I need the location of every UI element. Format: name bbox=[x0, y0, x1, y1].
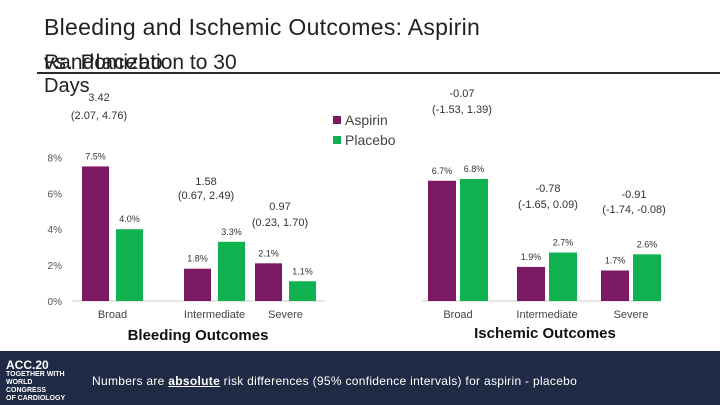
data-label-ischemic-placebo: 2.6% bbox=[637, 239, 658, 249]
legend-label-aspirin: Aspirin bbox=[345, 112, 388, 128]
legend-item-aspirin: Aspirin bbox=[333, 110, 396, 130]
risk-difference-bleeding: 0.97 bbox=[269, 201, 290, 213]
bar-ischemic-placebo bbox=[549, 252, 577, 301]
footnote-post: risk differences (95% confidence interva… bbox=[220, 374, 578, 388]
y-tick-label: 2% bbox=[48, 261, 63, 272]
slide-subtitle-days: Days bbox=[44, 75, 90, 97]
risk-difference-bleeding: 3.42 bbox=[88, 92, 109, 104]
data-label-bleeding-aspirin: 2.1% bbox=[258, 248, 279, 258]
title-divider bbox=[37, 72, 720, 74]
group-title-ischemic: Ischemic Outcomes bbox=[474, 325, 616, 342]
risk-difference-ci-ischemic: (-1.65, 0.09) bbox=[518, 199, 578, 211]
bar-bleeding-aspirin bbox=[184, 268, 211, 301]
category-label-ischemic: Intermediate bbox=[516, 309, 577, 321]
slide-subtitle-vs-placebo: vs. Placebo bbox=[44, 51, 164, 74]
y-tick-label: 0% bbox=[48, 297, 63, 308]
risk-difference-ischemic: -0.07 bbox=[449, 88, 474, 100]
footer-bar: ACC.20 TOGETHER WITH WORLD CONGRESS OF C… bbox=[0, 351, 720, 405]
legend-item-placebo: Placebo bbox=[333, 130, 396, 150]
risk-difference-bleeding: 1.58 bbox=[195, 176, 216, 188]
bar-ischemic-aspirin bbox=[601, 270, 629, 301]
y-tick-label: 6% bbox=[48, 189, 63, 200]
footnote-absolute: absolute bbox=[168, 374, 221, 388]
data-label-ischemic-aspirin: 1.9% bbox=[521, 252, 542, 262]
risk-difference-ci-bleeding: (2.07, 4.76) bbox=[71, 110, 127, 122]
footnote-pre: Numbers are bbox=[92, 374, 169, 388]
slide-title: Bleeding and Ischemic Outcomes: Aspirin bbox=[44, 14, 481, 40]
bar-ischemic-placebo bbox=[460, 178, 488, 301]
logo-world-congress: WORLD CONGRESS bbox=[6, 379, 47, 394]
group-title-bleeding: Bleeding Outcomes bbox=[128, 327, 269, 344]
bar-bleeding-placebo bbox=[116, 229, 143, 301]
bar-bleeding-aspirin bbox=[255, 263, 282, 301]
data-label-ischemic-aspirin: 1.7% bbox=[605, 255, 626, 265]
bar-bleeding-placebo bbox=[218, 241, 245, 301]
logo-together-with: TOGETHER WITH bbox=[6, 371, 65, 378]
bar-bleeding-placebo bbox=[289, 281, 316, 301]
category-label-bleeding: Broad bbox=[98, 309, 127, 321]
data-label-ischemic-placebo: 2.7% bbox=[553, 238, 574, 248]
legend-label-placebo: Placebo bbox=[345, 132, 396, 148]
bar-ischemic-aspirin bbox=[428, 180, 456, 301]
data-label-bleeding-placebo: 3.3% bbox=[221, 227, 242, 237]
data-label-ischemic-placebo: 6.8% bbox=[464, 164, 485, 174]
footnote: Numbers are absolute risk differences (9… bbox=[92, 374, 577, 388]
logo-acc20: ACC.20 bbox=[6, 358, 49, 372]
risk-difference-ci-ischemic: (-1.74, -0.08) bbox=[602, 204, 666, 216]
data-label-bleeding-aspirin: 7.5% bbox=[85, 151, 106, 161]
category-label-ischemic: Severe bbox=[614, 309, 649, 321]
y-tick-label: 4% bbox=[48, 225, 63, 236]
outcomes-bar-chart: 0% 2% 4% 6% 8% 7.5% 4.0% Broad 1.8% 3.3% Intermedi… bbox=[48, 88, 666, 344]
category-label-bleeding: Intermediate bbox=[184, 309, 245, 321]
slide-subtitle-randomization: Randomization to 30 bbox=[44, 51, 237, 74]
legend-swatch-aspirin bbox=[333, 116, 341, 124]
risk-difference-ischemic: -0.91 bbox=[621, 189, 646, 201]
bar-ischemic-placebo bbox=[633, 254, 661, 301]
data-label-bleeding-placebo: 1.1% bbox=[292, 266, 313, 276]
risk-difference-ischemic: -0.78 bbox=[535, 183, 560, 195]
acc20-wcc-logo: ACC.20 TOGETHER WITH WORLD CONGRESS OF C… bbox=[6, 359, 66, 403]
bar-ischemic-aspirin bbox=[517, 266, 545, 301]
category-label-ischemic: Broad bbox=[443, 309, 472, 321]
data-label-bleeding-aspirin: 1.8% bbox=[187, 254, 208, 264]
category-label-bleeding: Severe bbox=[268, 309, 303, 321]
data-label-ischemic-aspirin: 6.7% bbox=[432, 166, 453, 176]
risk-difference-ci-bleeding: (0.67, 2.49) bbox=[178, 190, 234, 202]
y-tick-label: 8% bbox=[48, 153, 63, 164]
data-label-bleeding-placebo: 4.0% bbox=[119, 214, 140, 224]
risk-difference-ci-ischemic: (-1.53, 1.39) bbox=[432, 104, 492, 116]
risk-difference-ci-bleeding: (0.23, 1.70) bbox=[252, 217, 308, 229]
legend-swatch-placebo bbox=[333, 136, 341, 144]
bar-bleeding-aspirin bbox=[82, 166, 109, 301]
chart-legend: Aspirin Placebo bbox=[333, 110, 396, 150]
logo-of-cardiology: OF CARDIOLOGY bbox=[6, 395, 66, 402]
